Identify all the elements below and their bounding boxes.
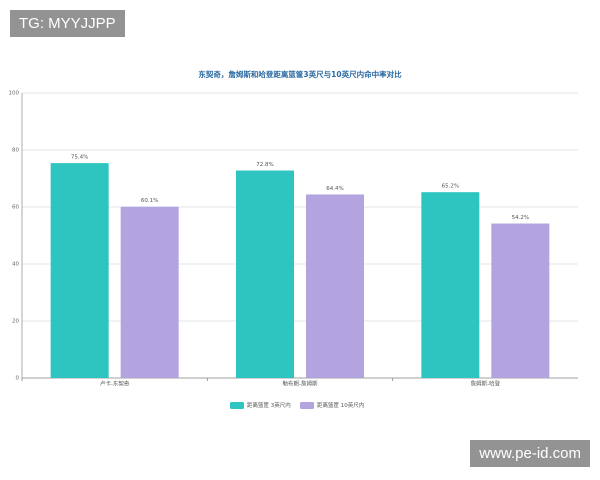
value-label: 65.2%: [442, 184, 459, 190]
y-tick-label: 20: [12, 319, 19, 325]
y-tick-label: 0: [16, 376, 20, 382]
x-tick-label: 詹姆斯-哈登: [471, 380, 501, 388]
y-tick-label: 60: [12, 205, 19, 211]
x-tick-label: 勒布朗-詹姆斯: [283, 380, 318, 388]
y-tick-label: 40: [12, 262, 19, 268]
value-label: 72.8%: [256, 162, 273, 168]
x-tick-label: 卢卡-东契奇: [100, 380, 130, 388]
bar: [421, 192, 480, 378]
chart-title: 东契奇，詹姆斯和哈登距离篮筐3英尺与10英尺内命中率对比: [198, 69, 402, 79]
bar: [120, 206, 179, 378]
bar: [50, 163, 109, 378]
y-tick-label: 100: [9, 91, 20, 97]
watermark: TG: MYYJJPP: [10, 10, 125, 37]
bar: [306, 194, 364, 378]
y-tick-label: 80: [12, 148, 19, 154]
value-label: 75.4%: [71, 155, 88, 161]
watermark: www.pe-id.com: [470, 440, 590, 467]
value-label: 60.1%: [141, 198, 158, 204]
legend-swatch: [300, 402, 314, 409]
legend-label: 距离篮筐 10英尺内: [317, 401, 364, 409]
legend-label: 距离篮筐 3英尺内: [247, 401, 291, 409]
value-label: 54.2%: [512, 215, 529, 221]
bar: [236, 170, 294, 378]
value-label: 64.4%: [326, 186, 343, 192]
bar: [491, 223, 550, 378]
legend-swatch: [230, 402, 244, 409]
